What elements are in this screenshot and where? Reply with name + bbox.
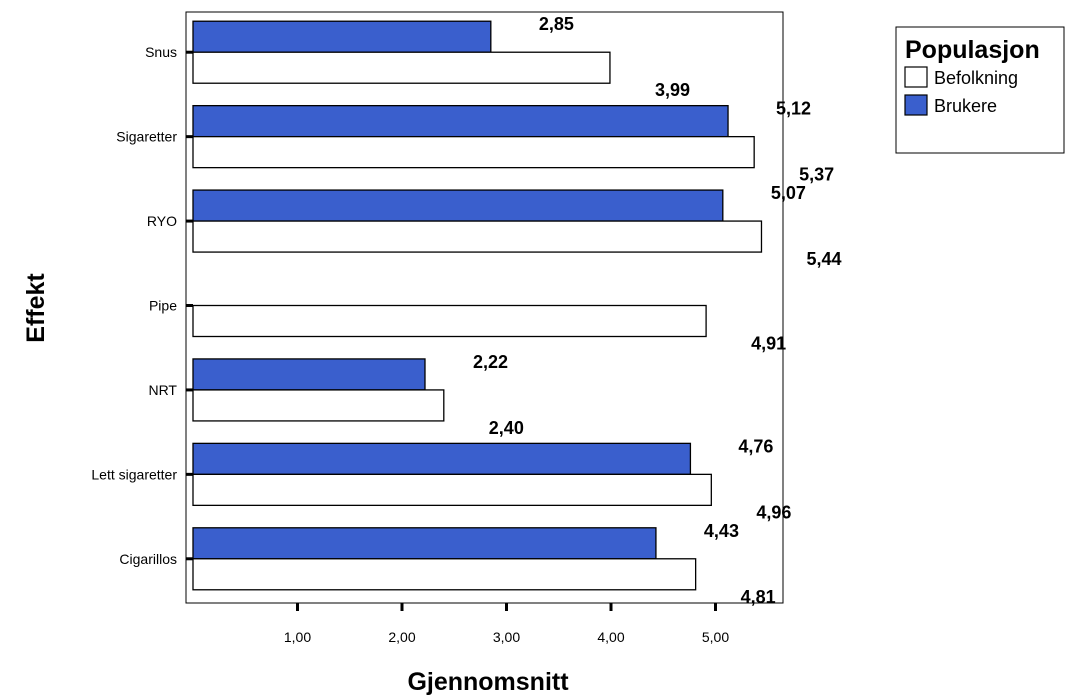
legend-swatch bbox=[904, 94, 928, 116]
data-label: 5,12 bbox=[776, 99, 811, 119]
legend-label: Befolkning bbox=[934, 68, 1018, 88]
y-tick-label: RYO bbox=[147, 213, 177, 229]
bar-befolkning bbox=[192, 220, 763, 253]
bar-brukere bbox=[192, 189, 724, 222]
data-label: 5,44 bbox=[806, 249, 841, 269]
legend-box bbox=[895, 26, 1065, 154]
bar-befolkning bbox=[192, 135, 755, 169]
data-label: 4,96 bbox=[756, 502, 791, 522]
data-label: 2,85 bbox=[539, 14, 574, 34]
x-tick-label: 1,00 bbox=[284, 629, 311, 645]
y-tick-label: Cigarillos bbox=[119, 551, 177, 567]
x-tick-label: 3,00 bbox=[493, 629, 520, 645]
y-tick-label: Lett sigaretter bbox=[91, 466, 177, 482]
y-tick-label: Snus bbox=[145, 44, 177, 60]
bar-brukere bbox=[192, 358, 426, 391]
bar-brukere bbox=[192, 20, 492, 53]
legend-title: Populasjon bbox=[905, 36, 1040, 64]
bar-brukere bbox=[192, 442, 692, 476]
data-label: 4,81 bbox=[741, 587, 776, 607]
bar-befolkning bbox=[192, 389, 445, 422]
y-tick-label: Pipe bbox=[149, 298, 177, 314]
data-label: 5,37 bbox=[799, 165, 834, 185]
plot-frame bbox=[185, 11, 784, 604]
x-tick-label: 4,00 bbox=[597, 629, 624, 645]
y-axis-title: Effekt bbox=[22, 273, 50, 343]
bar-befolkning bbox=[192, 558, 697, 591]
data-label: 3,99 bbox=[655, 80, 690, 100]
data-label: 2,22 bbox=[473, 352, 508, 372]
bar-brukere bbox=[192, 104, 729, 138]
data-label: 2,40 bbox=[489, 418, 524, 438]
x-axis-title: Gjennomsnitt bbox=[407, 668, 569, 695]
legend: Populasjon Befolkning Brukere bbox=[895, 26, 1065, 154]
bar-brukere bbox=[192, 527, 657, 560]
y-tick-label: Sigaretter bbox=[116, 129, 177, 145]
data-label: 5,07 bbox=[771, 183, 806, 203]
x-tick-label: 2,00 bbox=[388, 629, 415, 645]
plot-area: 2,85 3,99 Snus 5,12 5,37 Sigaretter 5,07 5,44 RY… bbox=[91, 11, 842, 645]
bar-befolkning bbox=[192, 304, 707, 338]
legend-label: Brukere bbox=[934, 96, 997, 116]
data-label: 4,91 bbox=[751, 334, 786, 354]
x-tick-label: 5,00 bbox=[702, 629, 729, 645]
bar-befolkning bbox=[192, 51, 611, 84]
data-label: 4,43 bbox=[704, 521, 739, 541]
legend-swatch bbox=[904, 66, 928, 88]
data-label: 4,76 bbox=[738, 436, 773, 456]
bar-befolkning bbox=[192, 473, 712, 507]
y-tick-label: NRT bbox=[148, 382, 177, 398]
